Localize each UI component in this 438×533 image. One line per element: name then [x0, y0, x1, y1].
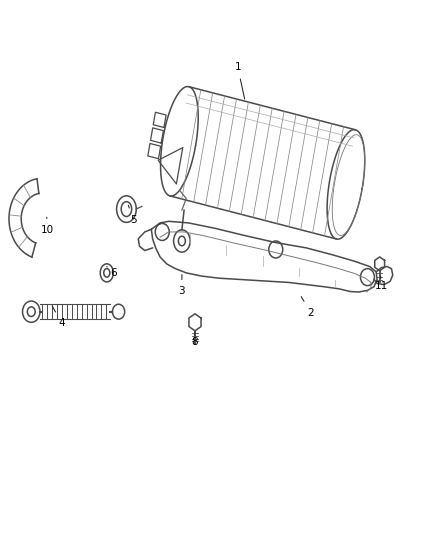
Text: 3: 3 — [179, 274, 185, 296]
Text: 8: 8 — [192, 333, 198, 347]
Text: 5: 5 — [128, 205, 137, 225]
Text: 1: 1 — [234, 62, 244, 99]
Text: 6: 6 — [107, 266, 117, 278]
Text: 11: 11 — [375, 276, 388, 291]
Text: 4: 4 — [52, 306, 65, 328]
Text: 2: 2 — [301, 296, 314, 318]
Text: 10: 10 — [41, 217, 54, 236]
